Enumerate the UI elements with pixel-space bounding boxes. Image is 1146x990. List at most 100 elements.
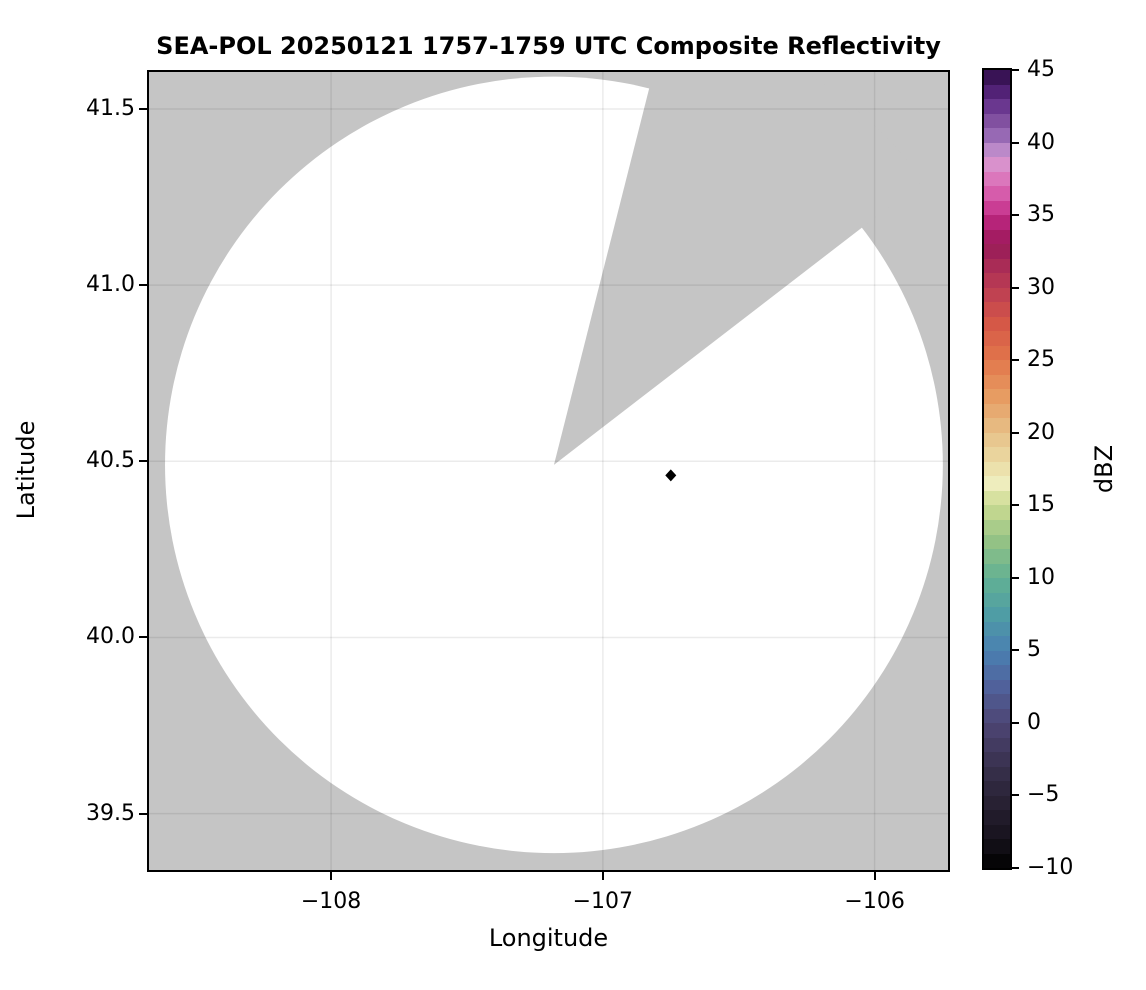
colorbar-band bbox=[984, 418, 1010, 433]
y-tick-mark bbox=[139, 460, 147, 463]
colorbar-band bbox=[984, 563, 1010, 579]
y-tick-mark bbox=[139, 636, 147, 639]
colorbar-band bbox=[984, 186, 1010, 201]
colorbar-band bbox=[984, 389, 1010, 404]
colorbar-band bbox=[984, 679, 1010, 695]
colorbar-tick-mark bbox=[1010, 721, 1019, 724]
colorbar-tick-label: 10 bbox=[1027, 564, 1055, 590]
colorbar-tick-mark bbox=[1010, 794, 1019, 797]
chart-title: SEA-POL 20250121 1757-1759 UTC Composite… bbox=[156, 32, 941, 60]
radar-map-plot bbox=[149, 72, 948, 870]
x-tick-label: −106 bbox=[844, 889, 905, 914]
colorbar-band bbox=[984, 607, 1010, 622]
colorbar-band bbox=[984, 592, 1010, 608]
colorbar-band bbox=[984, 157, 1010, 172]
colorbar-band bbox=[984, 708, 1010, 724]
colorbar-band bbox=[984, 694, 1010, 709]
colorbar-band bbox=[984, 316, 1010, 332]
colorbar-band bbox=[984, 665, 1010, 680]
colorbar-tick-label: 30 bbox=[1027, 274, 1055, 300]
colorbar-band bbox=[984, 578, 1010, 593]
colorbar-band bbox=[984, 287, 1010, 303]
colorbar-band bbox=[984, 824, 1010, 840]
colorbar-band bbox=[984, 403, 1010, 419]
colorbar-band bbox=[984, 490, 1010, 506]
site-marker-diamond bbox=[665, 469, 677, 482]
colorbar-band bbox=[984, 244, 1010, 259]
colorbar-band bbox=[984, 331, 1010, 346]
colorbar-band bbox=[984, 345, 1010, 361]
colorbar-tick-mark bbox=[1010, 214, 1019, 217]
colorbar-band bbox=[984, 374, 1010, 390]
colorbar-tick-label: 5 bbox=[1027, 637, 1041, 663]
colorbar-band bbox=[984, 447, 1010, 462]
x-tick-mark bbox=[330, 872, 333, 880]
y-axis-label: Latitude bbox=[12, 420, 40, 520]
colorbar-band bbox=[984, 476, 1010, 491]
colorbar-band bbox=[984, 650, 1010, 666]
colorbar-band bbox=[984, 766, 1010, 782]
y-tick-label: 40.5 bbox=[86, 448, 135, 474]
colorbar-band bbox=[984, 215, 1010, 230]
colorbar-band bbox=[984, 505, 1010, 520]
colorbar-band bbox=[984, 853, 1010, 869]
colorbar-band bbox=[984, 519, 1010, 535]
colorbar bbox=[982, 68, 1012, 870]
colorbar-tick-label: 35 bbox=[1027, 202, 1055, 228]
x-tick-label: −107 bbox=[572, 889, 634, 914]
colorbar-band bbox=[984, 128, 1010, 143]
colorbar-band bbox=[984, 84, 1010, 100]
colorbar-tick-label: −10 bbox=[1027, 855, 1074, 880]
colorbar-band bbox=[984, 360, 1010, 375]
missing-data-sector bbox=[553, 72, 924, 465]
colorbar-tick-mark bbox=[1010, 141, 1019, 144]
x-tick-mark bbox=[873, 872, 876, 880]
colorbar-tick-mark bbox=[1010, 286, 1019, 289]
colorbar-band bbox=[984, 229, 1010, 245]
colorbar-band bbox=[984, 461, 1010, 477]
colorbar-band bbox=[984, 636, 1010, 651]
colorbar-band bbox=[984, 432, 1010, 448]
colorbar-band bbox=[984, 737, 1010, 753]
x-tick-label: −108 bbox=[300, 889, 362, 914]
colorbar-band bbox=[984, 99, 1010, 114]
colorbar-band bbox=[984, 302, 1010, 317]
colorbar-band bbox=[984, 810, 1010, 825]
y-tick-mark bbox=[139, 812, 147, 815]
y-tick-label: 41.0 bbox=[86, 272, 135, 298]
colorbar-band bbox=[984, 171, 1010, 187]
colorbar-tick-label: 40 bbox=[1027, 129, 1055, 155]
colorbar-band bbox=[984, 273, 1010, 288]
y-tick-label: 41.5 bbox=[86, 95, 135, 121]
colorbar-tick-mark bbox=[1010, 867, 1019, 869]
y-tick-mark bbox=[139, 107, 147, 110]
colorbar-band bbox=[984, 70, 1010, 85]
colorbar-band bbox=[984, 839, 1010, 854]
colorbar-tick-label: −5 bbox=[1027, 782, 1060, 808]
colorbar-tick-mark bbox=[1010, 69, 1019, 71]
colorbar-band bbox=[984, 781, 1010, 796]
colorbar-band bbox=[984, 534, 1010, 550]
colorbar-band bbox=[984, 258, 1010, 274]
colorbar-tick-mark bbox=[1010, 504, 1019, 507]
colorbar-tick-label: 20 bbox=[1027, 419, 1055, 445]
x-axis-label: Longitude bbox=[488, 924, 609, 952]
colorbar-band bbox=[984, 795, 1010, 811]
colorbar-tick-label: 0 bbox=[1027, 709, 1041, 735]
y-tick-label: 39.5 bbox=[86, 800, 135, 826]
colorbar-tick-label: 15 bbox=[1027, 492, 1055, 518]
colorbar-band bbox=[984, 621, 1010, 637]
colorbar-band bbox=[984, 752, 1010, 767]
colorbar-band bbox=[984, 723, 1010, 738]
colorbar-band bbox=[984, 142, 1010, 158]
colorbar-tick-mark bbox=[1010, 576, 1019, 579]
y-tick-mark bbox=[139, 284, 147, 287]
colorbar-band bbox=[984, 200, 1010, 216]
colorbar-band bbox=[984, 113, 1010, 129]
colorbar-label: dBZ bbox=[1090, 444, 1118, 494]
colorbar-tick-mark bbox=[1010, 649, 1019, 652]
colorbar-tick-label: 45 bbox=[1027, 57, 1055, 82]
colorbar-tick-mark bbox=[1010, 359, 1019, 362]
colorbar-tick-mark bbox=[1010, 431, 1019, 434]
